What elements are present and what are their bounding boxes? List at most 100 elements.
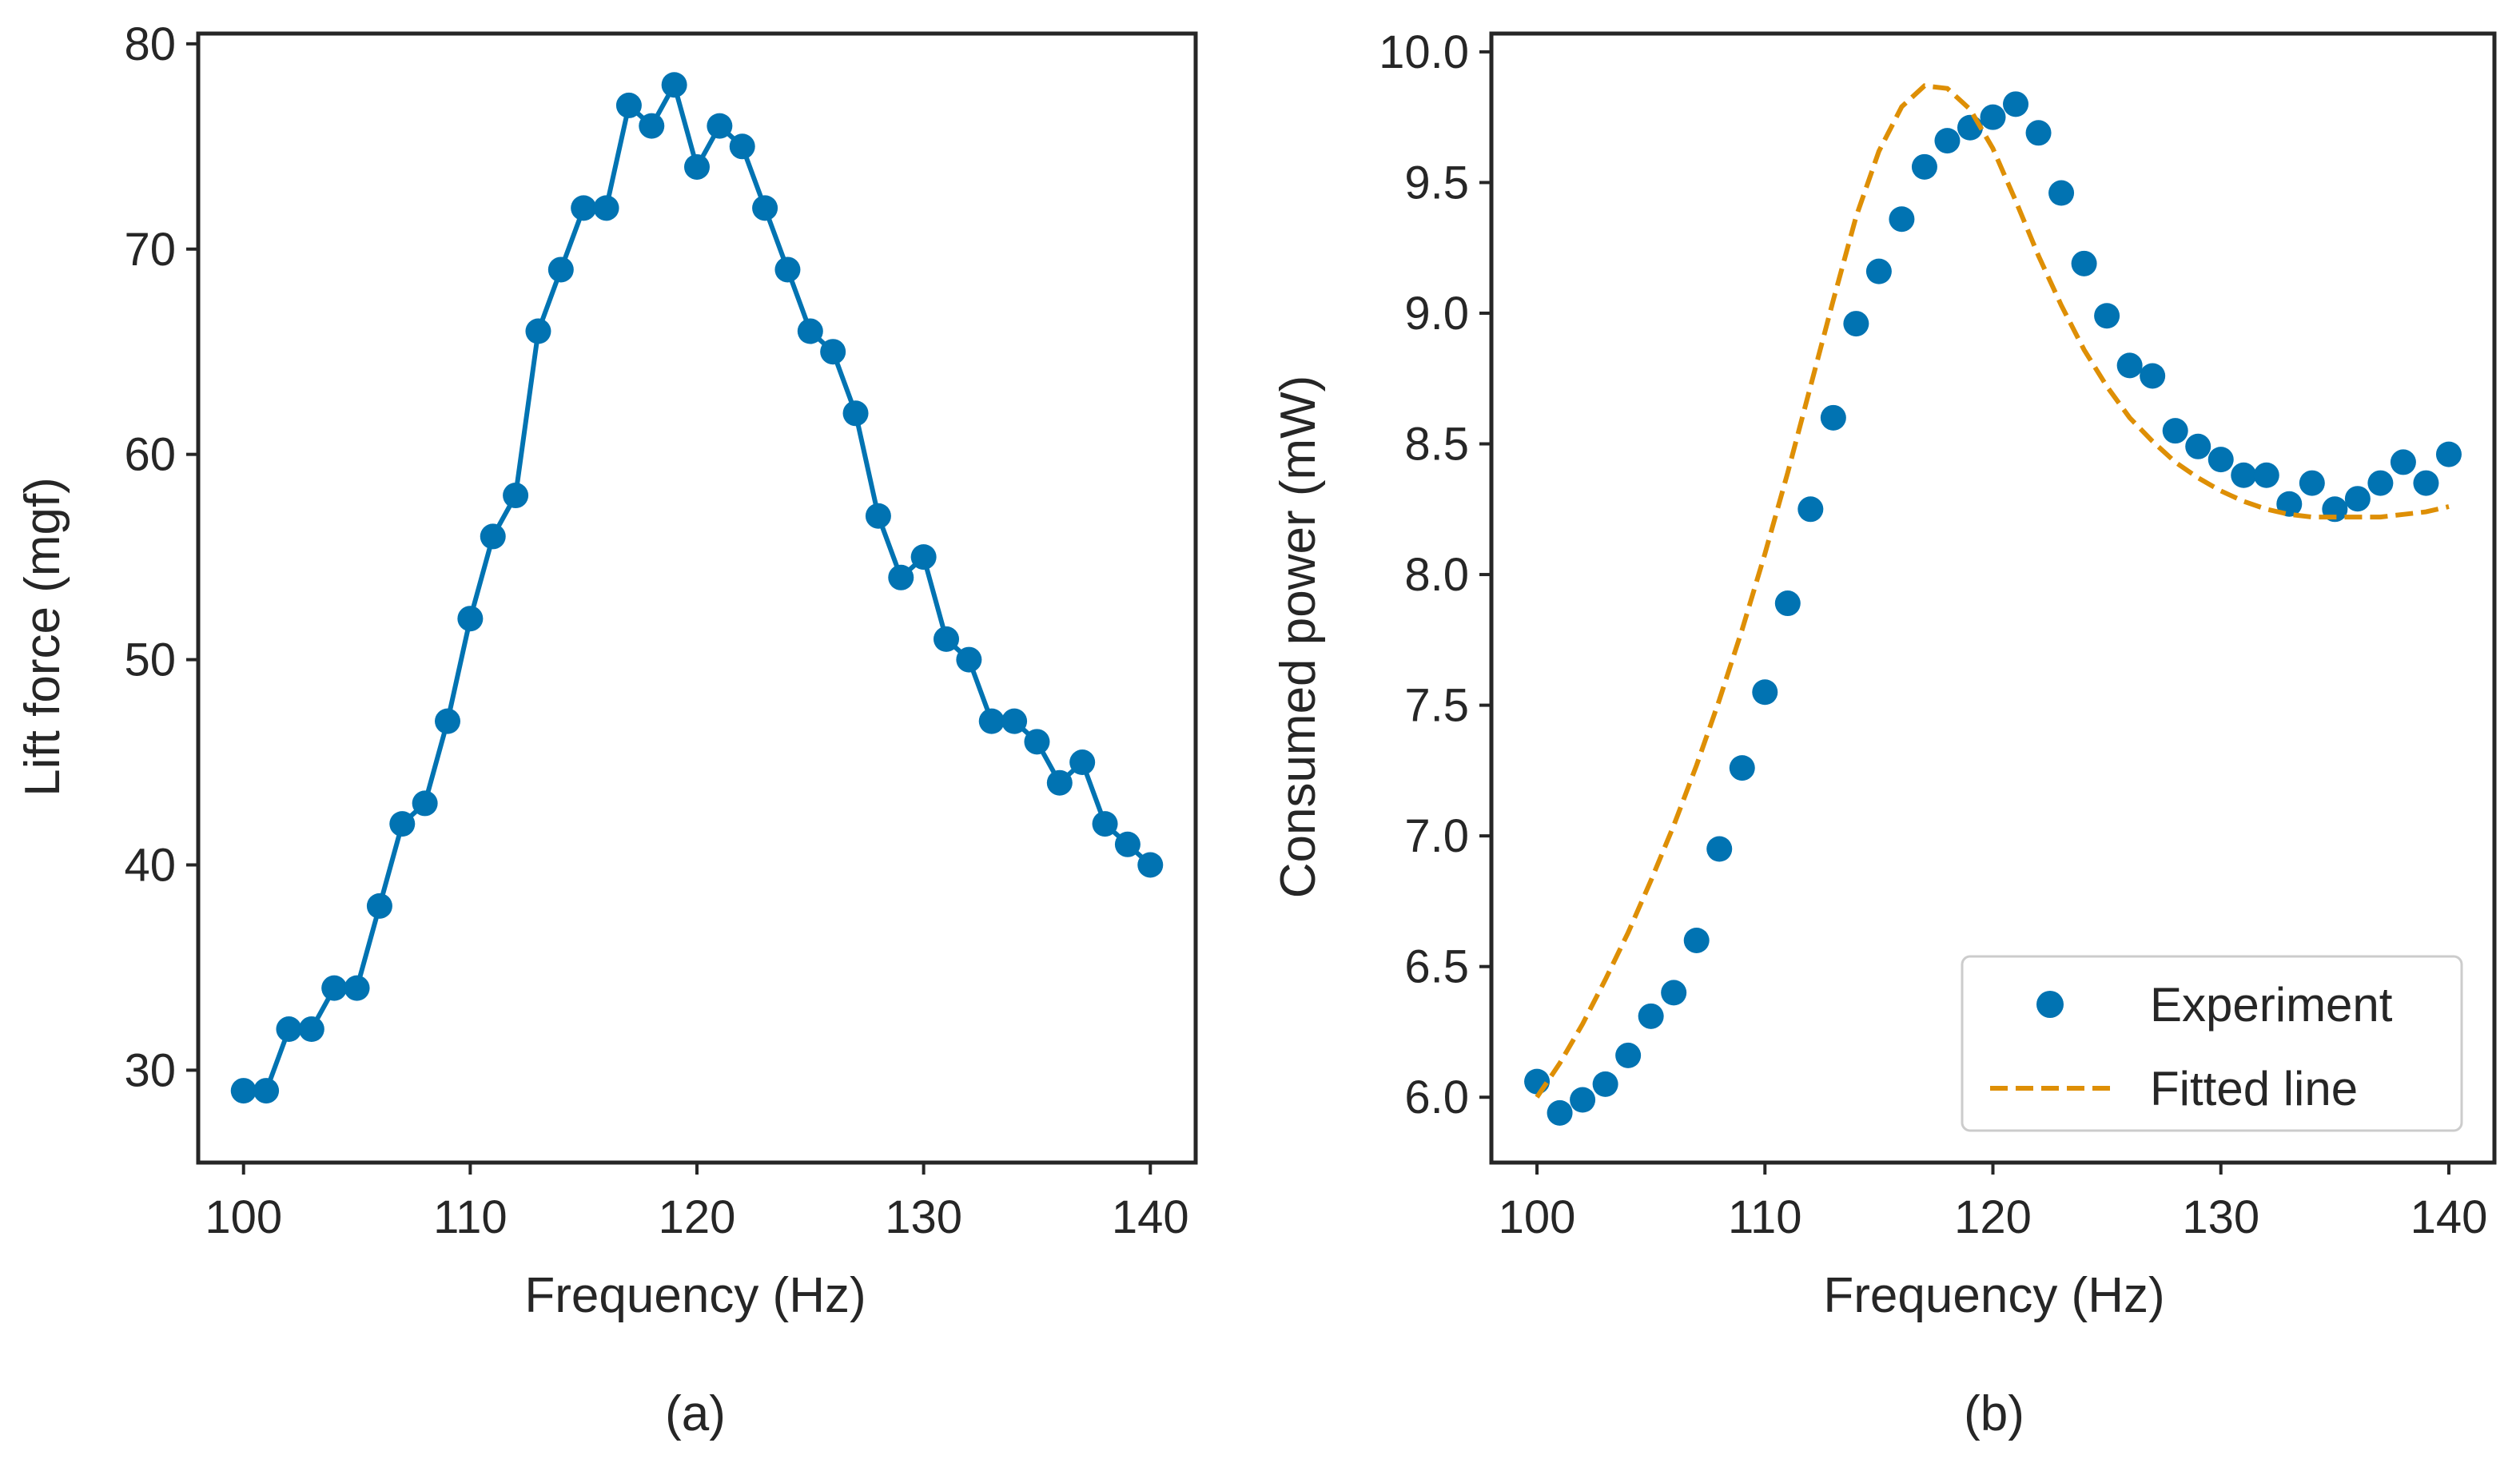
panel-a-data-point bbox=[525, 318, 551, 344]
panel-a-data-point bbox=[684, 153, 710, 180]
panel-b-experiment-point bbox=[2071, 250, 2097, 276]
panel-a-data-point bbox=[571, 195, 597, 221]
panel-b-experiment-point bbox=[2048, 180, 2075, 206]
panel-b-experiment-point bbox=[1797, 496, 1824, 523]
panel-a-data-point bbox=[934, 626, 959, 652]
panel-b-experiment-point bbox=[2025, 120, 2052, 146]
panel-b-experiment-point bbox=[2413, 470, 2439, 496]
panel-a-y-tick-label: 70 bbox=[124, 224, 176, 276]
legend-experiment-label: Experiment bbox=[2150, 978, 2393, 1032]
panel-a-data-point bbox=[842, 400, 869, 427]
panel-b-experiment-point bbox=[1843, 311, 1869, 337]
panel-a-data-point bbox=[298, 1016, 324, 1043]
panel-b-experiment-point bbox=[2162, 418, 2188, 444]
panel-a-data-point bbox=[389, 811, 416, 837]
panel-a-data-point bbox=[615, 92, 642, 118]
panel-a-x-tick-label: 140 bbox=[1112, 1191, 1189, 1243]
panel-a-data-point bbox=[1024, 729, 1050, 755]
panel-b-experiment-point bbox=[1934, 128, 1961, 154]
panel-a-data-point bbox=[910, 544, 937, 570]
panel-b-experiment-point bbox=[2140, 363, 2166, 389]
panel-b-experiment-point bbox=[2094, 303, 2120, 329]
panel-b-y-tick-label: 9.0 bbox=[1404, 288, 1469, 340]
panel-b-y-tick-label: 6.0 bbox=[1404, 1071, 1469, 1123]
panel-b-experiment-point bbox=[1865, 258, 1892, 284]
panel-a-data-point bbox=[752, 195, 778, 221]
panel-b-experiment-point bbox=[2003, 91, 2029, 117]
panel-a-x-axis-label: Frequency (Hz) bbox=[524, 1268, 866, 1323]
legend-frame bbox=[1961, 955, 2463, 1132]
panel-a-x-tick-label: 130 bbox=[885, 1191, 962, 1243]
panel-a-data-point bbox=[1137, 852, 1164, 878]
panel-a-data-point bbox=[978, 708, 1005, 734]
panel-b-y-tick-label: 6.5 bbox=[1404, 941, 1469, 993]
panel-b-experiment-point bbox=[1729, 755, 1755, 781]
panel-b-experiment-point bbox=[2299, 470, 2325, 496]
panel-a-data-point bbox=[480, 523, 506, 550]
legend-fitted-line-label: Fitted line bbox=[2150, 1062, 2358, 1115]
panel-a-data-point bbox=[888, 564, 914, 590]
panel-b-y-tick-label: 7.5 bbox=[1404, 680, 1469, 732]
panel-b-experiment-point bbox=[1547, 1099, 1573, 1126]
panel-a-data-point bbox=[276, 1016, 302, 1043]
panel-a-x-tick-label: 100 bbox=[205, 1191, 282, 1243]
panel-a-data-point bbox=[412, 790, 438, 817]
panel-a-data-point bbox=[797, 318, 823, 344]
panel-a-data-point bbox=[457, 606, 484, 632]
panel-b-experiment-point bbox=[1592, 1071, 1618, 1097]
panel-a-data-point bbox=[774, 256, 801, 283]
panel-b-y-tick-label: 8.0 bbox=[1404, 549, 1469, 601]
panel-b-fitted-line bbox=[1535, 83, 2450, 1099]
panel-a-data-point bbox=[1001, 708, 1028, 734]
panel-b-experiment-point bbox=[1980, 104, 2006, 130]
panel-b-y-tick-label: 7.0 bbox=[1404, 810, 1469, 862]
panel-b-x-tick-label: 140 bbox=[2411, 1191, 2488, 1243]
panel-a-series-line bbox=[243, 82, 1153, 1094]
panel-b-experiment-point bbox=[2231, 462, 2257, 488]
panel-b-x-tick-label: 120 bbox=[1954, 1191, 2032, 1243]
panel-a-y-tick-label: 40 bbox=[124, 839, 176, 891]
legend-experiment-marker bbox=[2036, 991, 2064, 1018]
panel-b-experiment-point bbox=[1911, 153, 1937, 180]
panel-a-data-point bbox=[639, 113, 665, 139]
panel-a-data-point bbox=[820, 339, 846, 365]
panel-a-data-point bbox=[230, 1078, 257, 1104]
panel-b-experiment-point bbox=[1774, 590, 1801, 617]
panel-b-experiment-point bbox=[1889, 206, 1915, 233]
panel-b-legend: Experiment Fitted line bbox=[1961, 955, 2463, 1132]
panel-b-experiment-point bbox=[2185, 433, 2211, 459]
panel-a-data-point bbox=[1046, 769, 1073, 796]
panel-b-y-tick-label: 9.5 bbox=[1404, 157, 1469, 209]
panel-a-data-point bbox=[729, 133, 755, 160]
panel-b-experiment-point bbox=[2367, 470, 2394, 496]
panel-a-data-point bbox=[865, 503, 891, 529]
panel-a-data-point bbox=[435, 708, 460, 734]
panel-b-experiment-point bbox=[1661, 980, 1687, 1006]
panel-b-experiment-point bbox=[2276, 491, 2303, 517]
panel-b-y-axis-label: Consumed power (mW) bbox=[1271, 376, 1326, 899]
panel-a-x-tick-label: 120 bbox=[659, 1191, 736, 1243]
panel-b-experiment-point bbox=[2390, 449, 2416, 475]
panel-b-consumed-power: 100 110 120 130 140 6.0 6.5 7.0 7.5 8.0 8.5 9.0 9.5 1… bbox=[1271, 26, 2497, 1441]
panel-b-experiment-point bbox=[2253, 462, 2279, 488]
panel-a-y-axis-label: Lift force (mgf) bbox=[15, 477, 70, 797]
panel-b-experiment-point bbox=[1752, 679, 1778, 706]
panel-b-x-tick-label: 130 bbox=[2182, 1191, 2259, 1243]
panel-a-y-tick-label: 50 bbox=[124, 634, 176, 686]
panel-b-experiment-point bbox=[1524, 1068, 1551, 1095]
panel-b-x-tick-label: 100 bbox=[1499, 1191, 1576, 1243]
panel-a-data-point bbox=[707, 113, 733, 139]
panel-a-data-point bbox=[547, 256, 574, 283]
panel-a-x-tick-label: 110 bbox=[433, 1191, 507, 1243]
panel-b-x-tick-label: 110 bbox=[1728, 1191, 1801, 1243]
panel-a-y-tick-label: 60 bbox=[124, 429, 176, 481]
panel-b-experiment-point bbox=[2344, 486, 2371, 512]
panel-b-experiment-point bbox=[2116, 352, 2143, 379]
panel-a-lift-force: 100 110 120 130 140 30 40 50 60 70 80 Lift force (… bbox=[15, 18, 1198, 1441]
panel-b-experiment-point bbox=[1615, 1042, 1642, 1068]
panel-a-data-point bbox=[253, 1078, 280, 1104]
panel-a-data-point bbox=[1114, 831, 1141, 857]
panel-a-data-point bbox=[321, 975, 348, 1001]
panel-b-y-tick-label: 10.0 bbox=[1379, 26, 1469, 78]
panel-a-data-point bbox=[503, 483, 529, 509]
